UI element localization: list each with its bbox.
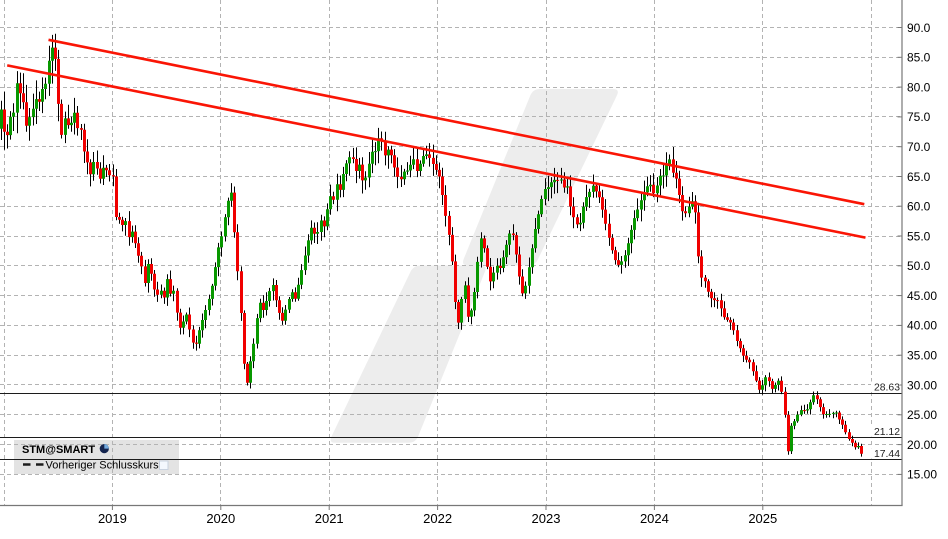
svg-text:80.0: 80.0 <box>907 80 931 94</box>
svg-text:STM@SMART: STM@SMART <box>22 444 95 456</box>
svg-text:21.12: 21.12 <box>874 427 900 438</box>
svg-text:70.0: 70.0 <box>907 140 931 154</box>
svg-text:50.0: 50.0 <box>907 259 931 273</box>
svg-text:2025: 2025 <box>748 511 777 526</box>
svg-text:60.0: 60.0 <box>907 200 931 214</box>
svg-text:15.00: 15.00 <box>907 468 937 482</box>
svg-text:55.0: 55.0 <box>907 229 931 243</box>
svg-text:30.00: 30.00 <box>907 378 937 392</box>
svg-text:75.0: 75.0 <box>907 110 931 124</box>
svg-text:85.0: 85.0 <box>907 51 931 65</box>
svg-text:2021: 2021 <box>315 511 344 526</box>
svg-text:35.00: 35.00 <box>907 349 937 363</box>
svg-text:20.00: 20.00 <box>907 438 937 452</box>
svg-text:2020: 2020 <box>206 511 235 526</box>
svg-text:2023: 2023 <box>532 511 561 526</box>
svg-text:25.00: 25.00 <box>907 408 937 422</box>
svg-text:90.0: 90.0 <box>907 21 931 35</box>
svg-text:17.44: 17.44 <box>874 449 900 460</box>
svg-text:40.00: 40.00 <box>907 319 937 333</box>
svg-text:65.0: 65.0 <box>907 170 931 184</box>
svg-text:28.63: 28.63 <box>874 382 900 393</box>
svg-text:45.00: 45.00 <box>907 289 937 303</box>
svg-text:2019: 2019 <box>98 511 127 526</box>
svg-text:2024: 2024 <box>640 511 669 526</box>
svg-text:Vorheriger Schlusskurs: Vorheriger Schlusskurs <box>46 460 160 472</box>
svg-text:2022: 2022 <box>423 511 452 526</box>
